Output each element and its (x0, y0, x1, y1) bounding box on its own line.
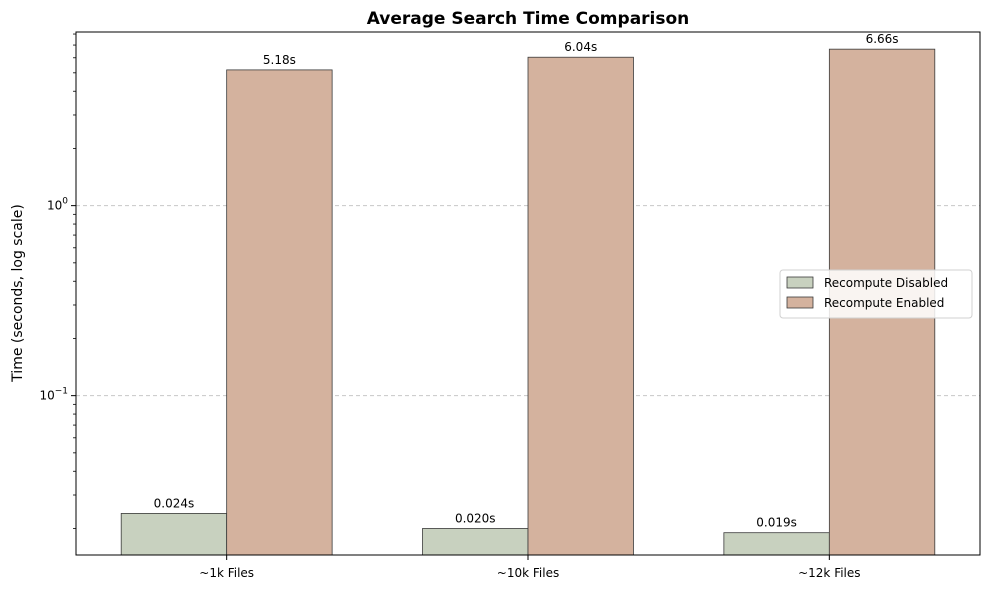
x-axis: ~1k Files ~10k Files ~12k Files (199, 555, 861, 580)
bar-recompute-disabled (120, 513, 228, 556)
x-tick-label: ~12k Files (798, 566, 860, 580)
y-axis-label: Time (seconds, log scale) (10, 204, 26, 383)
y-axis: 100 10−1 (39, 33, 76, 529)
bar-recompute-disabled (422, 528, 529, 556)
y-tick-label: 10−1 (39, 387, 68, 403)
legend-swatch (786, 296, 814, 309)
bar-value-label: 6.04s (564, 40, 597, 54)
bar-value-label: 0.024s (154, 496, 195, 510)
legend-swatch (786, 276, 814, 289)
bar-recompute-enabled (226, 69, 333, 556)
bar-value-label: 6.66s (866, 32, 899, 46)
x-tick-label: ~1k Files (199, 566, 254, 580)
y-tick-label: 100 (47, 197, 68, 213)
bar-value-label: 0.019s (756, 516, 797, 530)
legend-label: Recompute Disabled (824, 276, 948, 290)
bar-recompute-disabled (723, 532, 830, 556)
bar-recompute-enabled (527, 56, 634, 556)
legend-box (779, 269, 973, 319)
bar-value-label: 5.18s (263, 53, 296, 67)
legend: Recompute Disabled Recompute Enabled (779, 269, 973, 319)
legend-label: Recompute Enabled (824, 296, 944, 310)
chart-title: Average Search Time Comparison (367, 9, 690, 29)
data-labels-layer: 0.024s 5.18s 0.020s 6.04s 0.019s 6.66s (154, 32, 899, 530)
bar-value-label: 0.020s (455, 511, 496, 525)
x-tick-label: ~10k Files (497, 566, 559, 580)
